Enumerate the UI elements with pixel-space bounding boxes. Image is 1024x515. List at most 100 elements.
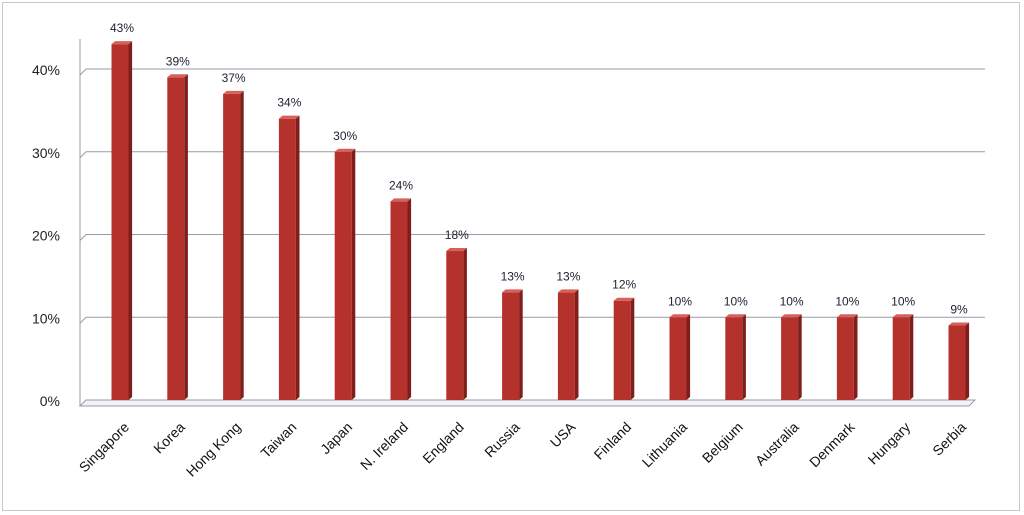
bar bbox=[836, 314, 858, 400]
bar-side bbox=[351, 148, 356, 400]
bar-top bbox=[111, 41, 133, 45]
bar-top bbox=[278, 115, 300, 119]
bar bbox=[892, 314, 914, 400]
data-label: 13% bbox=[501, 269, 525, 283]
bar bbox=[390, 198, 412, 400]
data-labels: 43% 39% 37% 34% 30% 24% 18% 13% 13% 12% 10% 10% 10% 1… bbox=[110, 21, 968, 316]
bar-top bbox=[613, 297, 635, 301]
bar-side bbox=[630, 297, 635, 400]
bar bbox=[334, 148, 356, 400]
bar-side bbox=[742, 314, 746, 400]
bar bbox=[167, 74, 188, 401]
y-tick-label: 30% bbox=[32, 145, 60, 161]
bar-top bbox=[446, 248, 467, 252]
data-label: 10% bbox=[835, 294, 859, 308]
bar-front bbox=[557, 292, 575, 400]
bar-side bbox=[574, 289, 579, 400]
bar-front bbox=[725, 317, 743, 400]
bar bbox=[725, 314, 746, 400]
bar-side bbox=[463, 248, 467, 400]
bar-top bbox=[557, 289, 579, 293]
bar-front bbox=[669, 317, 687, 400]
x-tick-label: Korea bbox=[150, 419, 188, 457]
bars bbox=[111, 41, 970, 401]
bar-side bbox=[853, 314, 858, 400]
bar-side bbox=[295, 115, 300, 401]
x-tick-label: Serbia bbox=[929, 419, 969, 459]
data-label: 24% bbox=[389, 178, 413, 192]
data-label: 12% bbox=[612, 278, 636, 292]
bar-front bbox=[278, 118, 296, 401]
bar bbox=[948, 322, 970, 400]
bar-front bbox=[390, 201, 408, 400]
bar-front bbox=[167, 77, 185, 401]
bar bbox=[111, 41, 133, 401]
data-label: 18% bbox=[445, 228, 469, 242]
bar-top bbox=[725, 314, 746, 318]
bar-side bbox=[686, 314, 691, 400]
bar-side bbox=[965, 322, 970, 400]
bar-front bbox=[948, 325, 966, 400]
gridline-edge bbox=[79, 234, 87, 241]
bar-top bbox=[502, 289, 523, 293]
x-tick-label: Hong Kong bbox=[183, 419, 244, 480]
data-label: 10% bbox=[780, 294, 804, 308]
x-tick-label: N. Ireland bbox=[357, 419, 411, 473]
x-tick-label: England bbox=[419, 419, 467, 467]
data-label: 10% bbox=[891, 294, 915, 308]
data-label: 10% bbox=[724, 294, 748, 308]
y-tick-label: 20% bbox=[32, 228, 60, 244]
bar bbox=[613, 297, 635, 400]
bar-side bbox=[128, 41, 133, 401]
bar-side bbox=[909, 314, 914, 400]
gridline-edge bbox=[79, 316, 87, 324]
x-tick-label: Finland bbox=[591, 419, 635, 463]
bar-top bbox=[892, 314, 914, 318]
bar-side bbox=[240, 90, 244, 400]
data-label: 34% bbox=[277, 96, 301, 110]
bar-top bbox=[948, 322, 970, 326]
bar bbox=[781, 314, 802, 400]
bar-front bbox=[334, 151, 352, 400]
x-tick-label: Japan bbox=[317, 419, 355, 457]
bar-side bbox=[184, 74, 188, 401]
x-tick-label: USA bbox=[547, 418, 579, 450]
bar-front bbox=[836, 317, 854, 400]
bar-top bbox=[836, 314, 858, 318]
x-tick-label: Belgium bbox=[699, 419, 746, 466]
x-tick-label: Russia bbox=[481, 419, 523, 461]
bar-top bbox=[390, 198, 412, 202]
data-label: 9% bbox=[950, 303, 968, 317]
x-tick-label: Denmark bbox=[806, 418, 858, 470]
bar bbox=[446, 248, 467, 400]
x-tick-label: Taiwan bbox=[257, 419, 299, 461]
gridline-edge bbox=[79, 151, 87, 159]
y-tick-label: 0% bbox=[40, 393, 60, 409]
bar-front bbox=[223, 93, 241, 400]
x-tick-label: Australia bbox=[752, 419, 802, 469]
bar bbox=[669, 314, 691, 400]
x-tick-label: Singapore bbox=[76, 419, 133, 476]
bar-top bbox=[781, 314, 802, 318]
bar-top bbox=[669, 314, 691, 318]
bar-side bbox=[519, 289, 523, 400]
bar-front bbox=[111, 44, 129, 401]
data-label: 37% bbox=[222, 71, 246, 85]
bar-top bbox=[334, 148, 356, 152]
bar-side bbox=[407, 198, 412, 400]
y-tick-label: 10% bbox=[32, 310, 60, 326]
data-label: 39% bbox=[166, 54, 190, 68]
gridline-edge bbox=[79, 68, 87, 76]
bar bbox=[278, 115, 300, 401]
data-label: 10% bbox=[668, 294, 692, 308]
data-label: 13% bbox=[556, 269, 580, 283]
bar-front bbox=[613, 300, 631, 400]
bar-top bbox=[167, 74, 188, 78]
chart-floor bbox=[78, 399, 977, 407]
x-tick-label: Lithuania bbox=[639, 419, 691, 471]
data-label: 30% bbox=[333, 129, 357, 143]
y-axis: 0% 10% 20% 30% 40% bbox=[32, 62, 60, 409]
bar-front bbox=[502, 292, 520, 400]
bar-front bbox=[892, 317, 910, 400]
